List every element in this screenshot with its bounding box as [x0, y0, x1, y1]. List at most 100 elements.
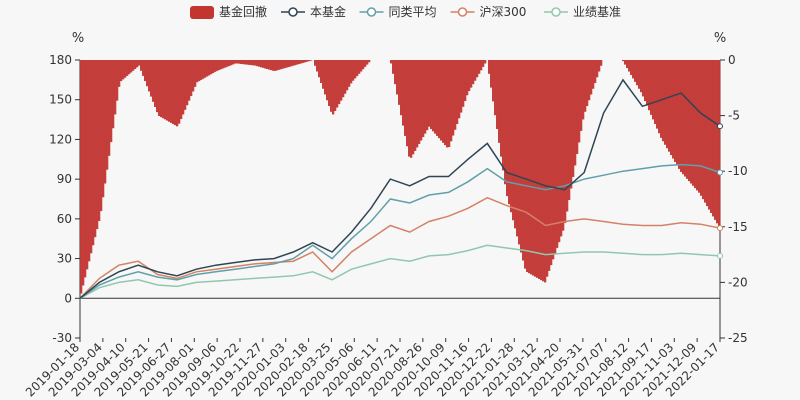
drawdown-bar [552, 60, 555, 260]
drawdown-bar [332, 60, 335, 115]
left-tick-label: 90 [57, 172, 72, 186]
drawdown-bar [358, 60, 361, 74]
drawdown-bar [530, 60, 533, 275]
drawdown-bar [230, 60, 233, 66]
drawdown-bar [628, 60, 631, 72]
drawdown-bar [498, 60, 501, 143]
drawdown-bar [350, 60, 353, 84]
drawdown-bar [670, 60, 673, 156]
drawdown-bar [138, 60, 141, 66]
drawdown-bar [646, 60, 649, 106]
drawdown-bar [96, 60, 99, 230]
drawdown-bar [566, 60, 569, 212]
drawdown-bar [132, 60, 135, 71]
drawdown-bar [664, 60, 667, 145]
drawdown-bar [232, 60, 235, 65]
drawdown-bar [182, 60, 185, 115]
drawdown-bar [306, 60, 309, 62]
drawdown-bar [570, 60, 573, 189]
legend-item[interactable]: 沪深300 [450, 5, 527, 19]
drawdown-bar [368, 60, 371, 63]
drawdown-bar [316, 60, 319, 72]
drawdown-bar [698, 60, 701, 193]
drawdown-bar [696, 60, 699, 191]
drawdown-bar [520, 60, 523, 253]
drawdown-bar [168, 60, 171, 122]
drawdown-bar [564, 60, 567, 223]
drawdown-bar [714, 60, 717, 220]
drawdown-bar [572, 60, 575, 177]
drawdown-bar [642, 60, 645, 97]
drawdown-bar [542, 60, 545, 282]
drawdown-bar [354, 60, 357, 79]
drawdown-bar [574, 60, 577, 166]
drawdown-bar [654, 60, 657, 125]
drawdown-bar [446, 60, 449, 148]
drawdown-bar [84, 60, 87, 278]
drawdown-bar [624, 60, 627, 65]
drawdown-bar [242, 60, 245, 65]
drawdown-bar [124, 60, 127, 78]
drawdown-bar [692, 60, 695, 186]
drawdown-bar [488, 60, 491, 74]
drawdown-bar [398, 60, 401, 105]
drawdown-bar [422, 60, 425, 138]
right-axis-unit: % [714, 31, 726, 46]
drawdown-bar [176, 60, 179, 127]
drawdown-bar [448, 60, 451, 148]
drawdown-bar [522, 60, 525, 261]
legend-item[interactable]: 同类平均 [359, 5, 437, 19]
drawdown-bar [86, 60, 89, 270]
drawdown-bar [340, 60, 343, 101]
drawdown-bar [406, 60, 409, 147]
drawdown-bar [220, 60, 223, 70]
drawdown-bar [666, 60, 669, 149]
drawdown-bar [144, 60, 147, 82]
drawdown-bar [170, 60, 173, 123]
drawdown-bar [440, 60, 443, 141]
drawdown-bar [248, 60, 251, 65]
drawdown-bar [266, 60, 269, 70]
drawdown-bars [80, 60, 721, 294]
drawdown-bar [360, 60, 363, 72]
drawdown-bar [554, 60, 557, 254]
drawdown-bar [544, 60, 547, 283]
drawdown-bar [204, 60, 207, 78]
drawdown-bar [134, 60, 137, 70]
drawdown-bar [296, 60, 299, 65]
legend-label: 同类平均 [389, 5, 437, 19]
drawdown-bar [188, 60, 191, 101]
drawdown-bar [122, 60, 125, 80]
drawdown-bar [240, 60, 243, 64]
drawdown-bar [366, 60, 369, 65]
series-line-本基金 [79, 78, 721, 299]
drawdown-bar [526, 60, 529, 273]
drawdown-bar [186, 60, 189, 106]
drawdown-bar [178, 60, 181, 124]
drawdown-bar [660, 60, 663, 138]
drawdown-bar [412, 60, 415, 155]
drawdown-bar [104, 60, 107, 184]
drawdown-bar [418, 60, 421, 144]
legend-item[interactable]: 业绩基准 [544, 5, 621, 19]
drawdown-bar [548, 60, 551, 271]
drawdown-bar [82, 60, 85, 286]
drawdown-bar [254, 60, 257, 66]
legend-item[interactable]: 本基金 [281, 4, 346, 19]
drawdown-bar [632, 60, 635, 79]
drawdown-bar [88, 60, 91, 262]
drawdown-bar [202, 60, 205, 79]
legend-item[interactable]: 基金回撤 [190, 4, 267, 19]
drawdown-bar [304, 60, 307, 63]
drawdown-bar [184, 60, 187, 110]
drawdown-bar [336, 60, 339, 108]
drawdown-bar [496, 60, 499, 130]
drawdown-bar [484, 60, 487, 64]
drawdown-bar [114, 60, 117, 115]
drawdown-bar [166, 60, 169, 121]
drawdown-bar [630, 60, 633, 75]
legend-swatch [190, 6, 214, 19]
series-end-point [717, 225, 723, 232]
drawdown-bar [292, 60, 295, 66]
drawdown-bar [568, 60, 571, 200]
